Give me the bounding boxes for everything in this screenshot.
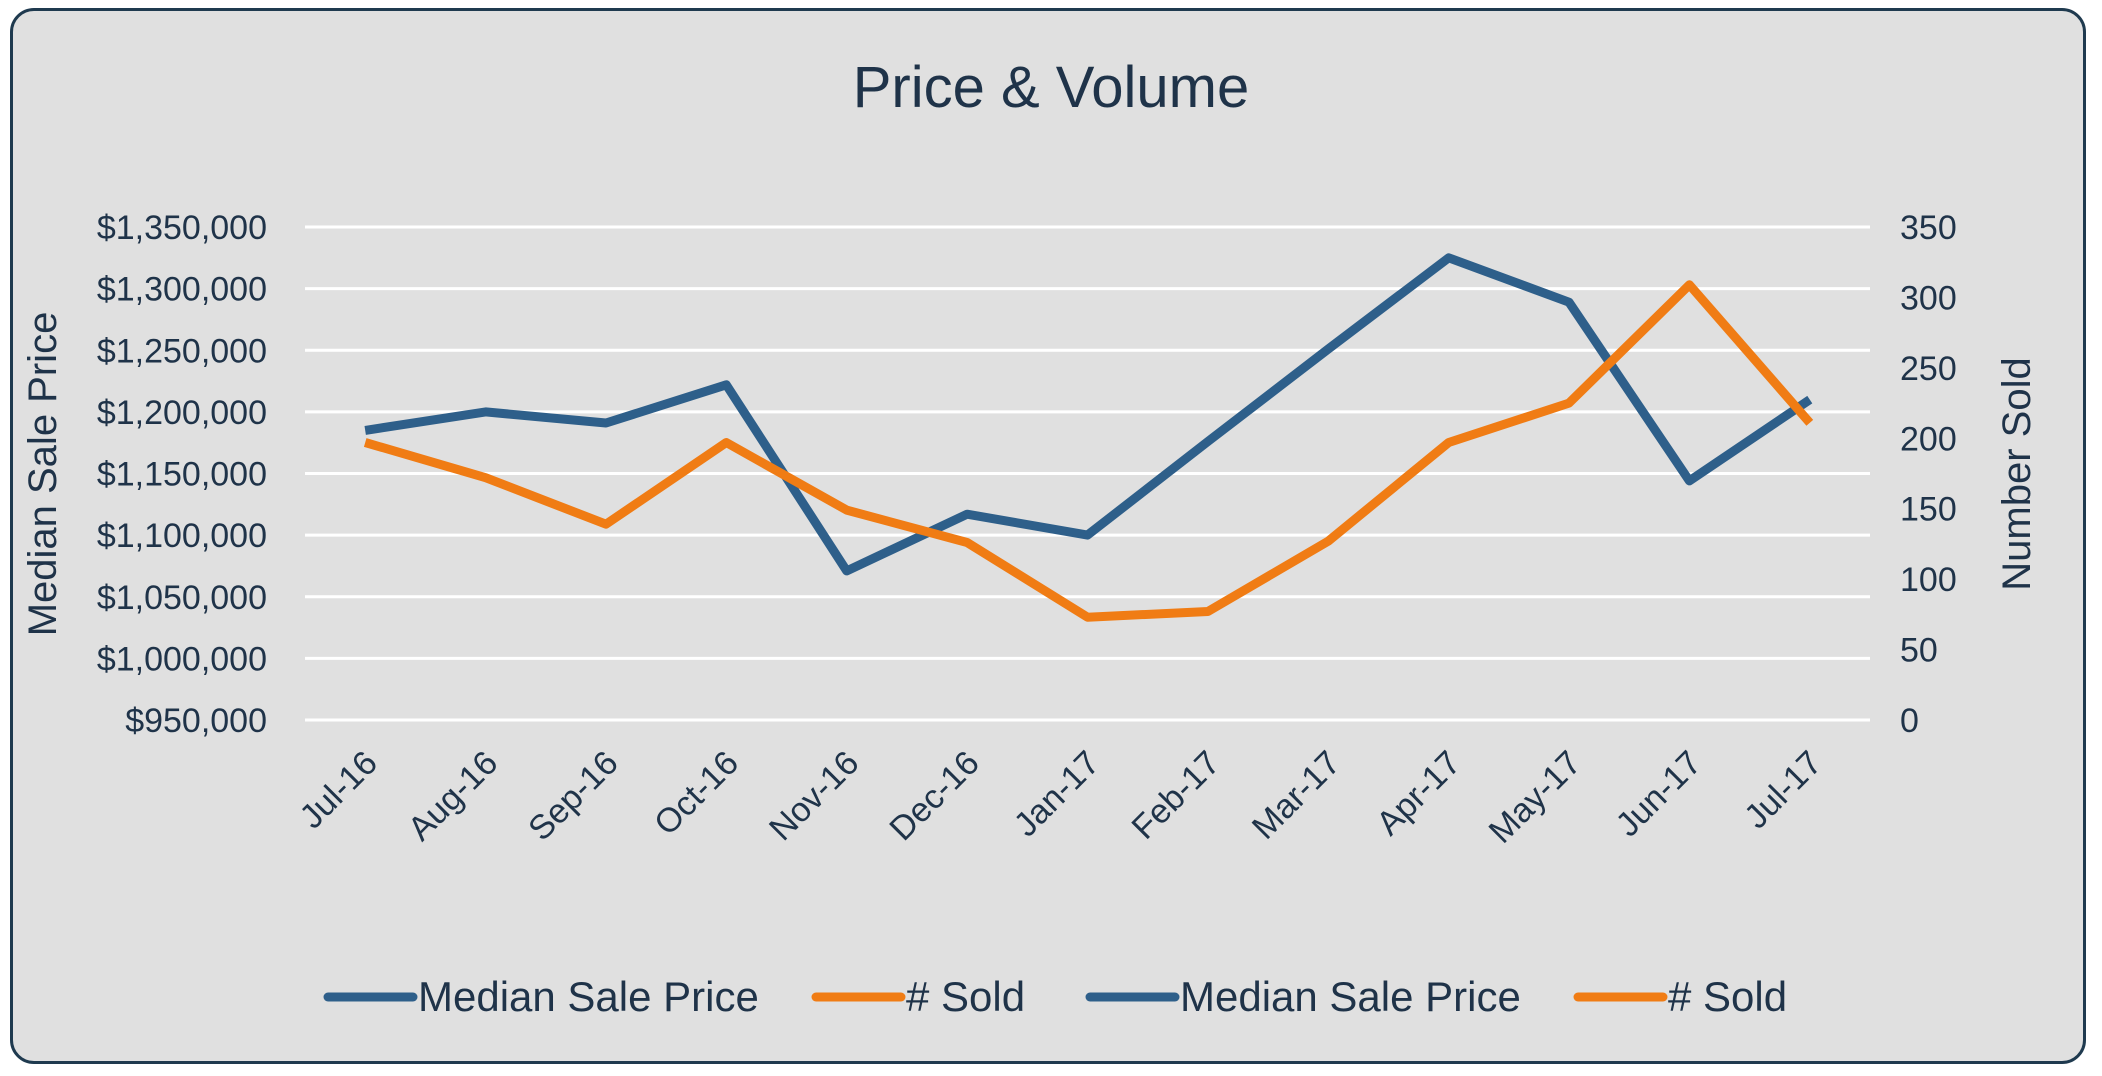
x-tick-label: Jun-17: [1609, 744, 1709, 844]
right-axis-ticks: 0 50 100 150 200 250 300 350: [1900, 209, 1957, 740]
x-tick-label: Mar-17: [1245, 744, 1348, 847]
x-tick-label: Sep-16: [521, 744, 625, 848]
legend-label: # Sold: [906, 973, 1025, 1020]
y-tick-label: $1,050,000: [97, 579, 267, 617]
y-tick-label: $1,300,000: [97, 271, 267, 309]
y-tick-label: $950,000: [125, 702, 267, 740]
legend: Median Sale Price # Sold Median Sale Price…: [323, 973, 1787, 1020]
series-lines: [363, 253, 1814, 622]
x-tick-label: Aug-16: [401, 744, 505, 848]
legend-label: # Sold: [1668, 973, 1787, 1020]
x-tick-label: Dec-16: [882, 744, 986, 848]
y2-tick-label: 350: [1900, 209, 1957, 247]
legend-label: Median Sale Price: [418, 973, 759, 1020]
y-tick-label: $1,250,000: [97, 332, 267, 370]
y-tick-label: $1,100,000: [97, 517, 267, 555]
series-line: [364, 253, 1813, 576]
right-axis-label: Number Sold: [1995, 357, 2039, 590]
y2-tick-label: 50: [1900, 632, 1938, 670]
left-axis-label: Median Sale Price: [21, 312, 65, 637]
x-tick-label: Feb-17: [1124, 744, 1227, 847]
x-tick-label: Apr-17: [1369, 744, 1468, 843]
y2-tick-label: 100: [1900, 561, 1957, 599]
series-line: [363, 280, 1814, 622]
y2-tick-label: 250: [1900, 350, 1957, 388]
x-tick-label: Jul-16: [292, 744, 384, 836]
y2-tick-label: 300: [1900, 279, 1957, 317]
y-tick-label: $1,350,000: [97, 209, 267, 247]
y2-tick-label: 200: [1900, 420, 1957, 458]
x-tick-label: May-17: [1482, 744, 1589, 851]
x-tick-label: Jul-17: [1737, 744, 1829, 836]
y2-tick-label: 150: [1900, 491, 1957, 529]
y-tick-label: $1,200,000: [97, 394, 267, 432]
x-tick-label: Oct-16: [647, 744, 746, 843]
y-tick-label: $1,000,000: [97, 640, 267, 678]
y-tick-label: $1,150,000: [97, 456, 267, 494]
x-tick-label: Jan-17: [1007, 744, 1107, 844]
x-axis-ticks: Jul-16 Aug-16 Sep-16 Oct-16 Nov-16 Dec-16 Jan-…: [292, 744, 1829, 851]
chart-title: Price & Volume: [853, 55, 1250, 120]
gridlines: [305, 225, 1870, 722]
y2-tick-label: 0: [1900, 702, 1919, 740]
left-axis-ticks: $950,000 $1,000,000 $1,050,000 $1,100,000 $1…: [97, 209, 267, 740]
x-tick-label: Nov-16: [762, 744, 866, 848]
legend-label: Median Sale Price: [1180, 973, 1521, 1020]
